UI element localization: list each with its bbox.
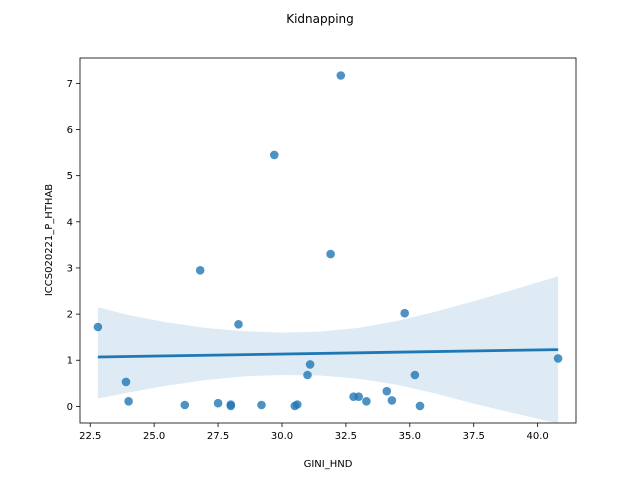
data-point bbox=[293, 400, 302, 409]
x-tick-label: 30.0 bbox=[271, 431, 293, 442]
y-axis-label: ICCS020221_P_HTHAB bbox=[44, 184, 55, 296]
y-tick-label: 1 bbox=[67, 356, 73, 367]
data-point bbox=[305, 360, 315, 369]
x-tick-label: 25.0 bbox=[143, 431, 165, 442]
y-tick-label: 7 bbox=[67, 79, 73, 90]
data-point bbox=[195, 266, 205, 275]
data-point bbox=[121, 377, 131, 387]
y-tick-label: 4 bbox=[67, 217, 73, 228]
data-point bbox=[354, 392, 364, 402]
data-point bbox=[362, 397, 371, 406]
x-tick-label: 27.5 bbox=[207, 431, 229, 442]
x-axis-label: GINI_HND bbox=[304, 459, 353, 470]
x-tick-label: 22.5 bbox=[79, 431, 101, 442]
data-point bbox=[93, 322, 103, 332]
x-tick-label: 32.5 bbox=[335, 431, 357, 442]
data-point bbox=[270, 150, 279, 160]
data-point bbox=[303, 370, 312, 380]
data-point bbox=[180, 400, 190, 410]
regression-line bbox=[97, 348, 559, 359]
data-point bbox=[387, 396, 397, 405]
chart-title: Kidnapping bbox=[286, 12, 354, 26]
x-tick-label: 40.0 bbox=[527, 431, 549, 442]
data-point bbox=[257, 400, 266, 410]
x-axis-ticks: 22.5 25.0 27.5 30.0 32.5 35.0 37.5 40.0 bbox=[79, 423, 549, 442]
data-point bbox=[124, 397, 133, 406]
data-point bbox=[382, 386, 392, 396]
y-tick-label: 0 bbox=[67, 402, 73, 413]
data-point bbox=[415, 401, 425, 411]
data-point bbox=[326, 249, 335, 259]
x-tick-label: 37.5 bbox=[463, 431, 485, 442]
regression-line-layer bbox=[97, 348, 559, 359]
data-point bbox=[410, 370, 420, 380]
x-tick-label: 35.0 bbox=[399, 431, 421, 442]
data-point bbox=[336, 71, 346, 80]
y-tick-label: 5 bbox=[67, 171, 73, 182]
points-layer bbox=[93, 71, 563, 411]
y-tick-label: 2 bbox=[67, 310, 73, 321]
data-point bbox=[234, 320, 243, 329]
confidence-band bbox=[97, 276, 559, 424]
y-tick-label: 6 bbox=[67, 125, 73, 136]
data-point bbox=[400, 308, 410, 318]
confidence-band-layer bbox=[97, 276, 559, 424]
y-tick-label: 3 bbox=[67, 263, 73, 274]
plot-frame bbox=[79, 57, 577, 424]
y-axis-ticks: 0 1 2 3 4 5 6 7 bbox=[67, 79, 80, 413]
data-point bbox=[553, 354, 563, 363]
data-point bbox=[213, 398, 223, 408]
data-point bbox=[226, 401, 236, 411]
